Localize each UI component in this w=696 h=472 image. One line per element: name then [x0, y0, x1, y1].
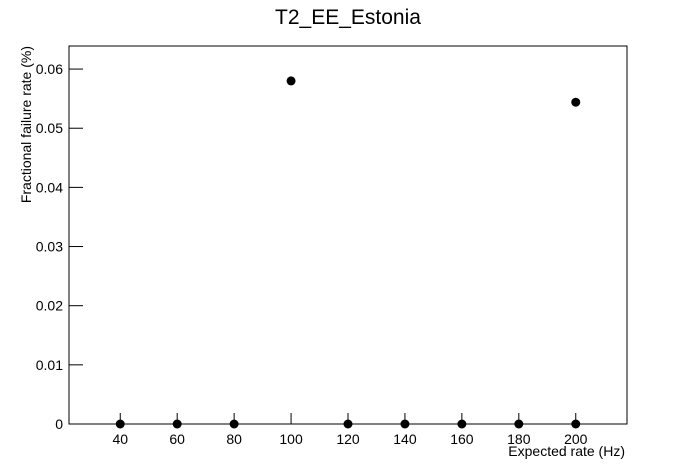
y-tick-label: 0 — [55, 416, 63, 432]
y-tick-label: 0.02 — [36, 298, 63, 314]
x-tick-label: 120 — [336, 431, 360, 447]
y-tick-label: 0.06 — [36, 61, 63, 77]
y-tick-label: 0.03 — [36, 239, 63, 255]
y-tick-label: 0.05 — [36, 120, 63, 136]
x-tick-label: 80 — [226, 431, 242, 447]
y-tick-label: 0.01 — [36, 357, 63, 373]
y-axis-label: Fractional failure rate (%) — [18, 46, 34, 203]
point — [514, 419, 524, 429]
point — [115, 419, 125, 429]
x-tick-label: 140 — [393, 431, 417, 447]
y-tick-label: 0.04 — [36, 179, 63, 195]
x-tick-label: 160 — [450, 431, 474, 447]
x-tick-label: 100 — [279, 431, 303, 447]
chart-title: T2_EE_Estonia — [275, 6, 421, 29]
x-tick-label: 200 — [564, 431, 588, 447]
point — [229, 419, 239, 429]
x-tick-label: 180 — [507, 431, 531, 447]
point — [457, 419, 467, 429]
x-axis-label: Expected rate (Hz) — [508, 443, 625, 459]
point — [343, 419, 353, 429]
point — [571, 97, 581, 107]
x-tick-label: 60 — [169, 431, 185, 447]
x-tick-label: 40 — [112, 431, 128, 447]
point — [286, 76, 296, 86]
point — [172, 419, 182, 429]
point — [571, 419, 581, 429]
point — [400, 419, 410, 429]
